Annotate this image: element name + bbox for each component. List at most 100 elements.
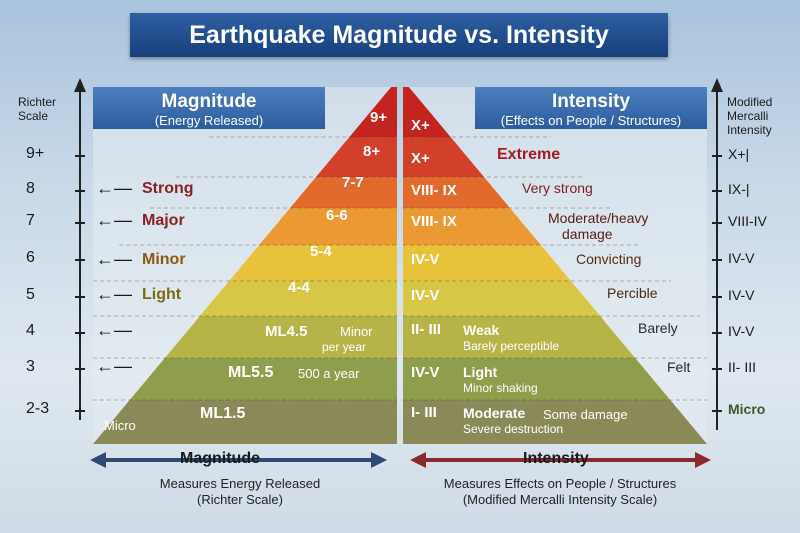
- right-tick-label-7: Micro: [728, 401, 766, 417]
- left-micro-label: Micro: [104, 418, 136, 433]
- footer-intensity-desc: Measures Effects on People / Structures …: [415, 476, 705, 508]
- left-band-6: [164, 316, 397, 358]
- right-band-0: [403, 87, 451, 137]
- footer-intensity-label: Intensity: [523, 450, 589, 467]
- left-tick-mark-1: [75, 190, 85, 192]
- right-axis-title-line2: Mercalli: [727, 109, 769, 123]
- left-band-5: [199, 281, 397, 316]
- left-level-5: 4-4: [288, 279, 310, 296]
- right-level-8: I- III: [411, 404, 437, 421]
- left-tick-mark-2: [75, 222, 85, 224]
- intensity-header-subtitle: (Effects on People / Structures): [500, 113, 682, 128]
- intensity-inner-1-sub: Minor shaking: [463, 381, 538, 395]
- left-ml-1-note1: 500 a year: [298, 366, 360, 381]
- intensity-inner-0-main: Weak: [463, 322, 500, 338]
- left-axis-title-line2: Scale: [18, 109, 49, 123]
- intensity-effect-2-line2: damage: [562, 226, 613, 242]
- right-tick-label-3: IV-V: [728, 250, 755, 266]
- left-ml-0-note1: Minor: [340, 324, 373, 339]
- right-pyramid: [403, 87, 707, 444]
- left-tick-mark-0: [75, 155, 85, 157]
- intensity-effect-2: Moderate/heavy: [548, 210, 649, 226]
- right-tick-mark-4: [712, 296, 722, 298]
- right-tick-label-4: IV-V: [728, 287, 755, 303]
- right-level-4: IV-V: [411, 251, 440, 268]
- right-level-5: IV-V: [411, 287, 440, 304]
- left-level-4: 5-4: [310, 243, 332, 260]
- right-level-0: X+: [411, 117, 430, 134]
- intensity-inner-0-sub: Barely perceptible: [463, 339, 560, 353]
- right-tick-label-2: VIII-IV: [728, 213, 767, 229]
- left-level-1: 8+: [363, 143, 381, 160]
- left-pyramid: [93, 87, 397, 444]
- magnitude-header-subtitle: (Energy Released): [154, 113, 264, 128]
- left-level-0: 9+: [370, 109, 388, 126]
- right-level-2: VIII- IX: [411, 182, 457, 199]
- left-ml-0: ML4.5: [265, 323, 308, 340]
- intensity-effect-3: Convicting: [576, 251, 642, 267]
- right-level-7: IV-V: [411, 364, 440, 381]
- right-band-6: [403, 316, 636, 358]
- footer-magnitude-desc2: (Richter Scale): [197, 492, 283, 507]
- left-tick-label-6: 3: [26, 358, 35, 375]
- title-banner: Earthquake Magnitude vs. Intensity: [130, 13, 668, 57]
- right-axis-title-line1: Modified: [727, 95, 773, 109]
- footer-magnitude-desc: Measures Energy Released (Richter Scale): [110, 476, 370, 508]
- left-tick-label-3: 6: [26, 249, 35, 266]
- intensity-header: Intensity (Effects on People / Structure…: [475, 87, 707, 129]
- left-tick-label-5: 4: [26, 322, 35, 339]
- left-pointer-arrow-2: ←—: [96, 249, 132, 269]
- page-title: Earthquake Magnitude vs. Intensity: [189, 20, 609, 49]
- right-tick-label-5: IV-V: [728, 323, 755, 339]
- right-band-4: [403, 245, 571, 281]
- intensity-inner-1-main: Light: [463, 364, 498, 380]
- right-tick-mark-2: [712, 222, 722, 224]
- intensity-inner-2-main: Moderate: [463, 405, 526, 421]
- left-axis-arrowhead: [74, 78, 86, 92]
- right-tick-mark-3: [712, 259, 722, 261]
- left-level-3: 6-6: [326, 207, 348, 224]
- magnitude-label-3: Light: [142, 286, 182, 303]
- right-band-1: [403, 137, 485, 177]
- left-band-2: [290, 177, 397, 208]
- right-tick-mark-5: [712, 332, 722, 334]
- left-tick-mark-6: [75, 368, 85, 370]
- magnitude-label-2: Minor: [142, 251, 186, 268]
- footer-magnitude-desc1: Measures Energy Released: [159, 476, 321, 491]
- intensity-effect-1: Very strong: [522, 180, 593, 196]
- magnitude-header-title: Magnitude: [161, 91, 257, 112]
- right-band-3: [403, 208, 541, 245]
- right-tick-mark-7: [712, 410, 722, 412]
- left-pointer-arrow-5: ←—: [96, 356, 132, 376]
- right-axis-title-line3: Intensity: [727, 123, 772, 137]
- left-ml-2: ML1.5: [200, 405, 246, 422]
- right-tick-mark-6: [712, 368, 722, 370]
- intensity-header-title: Intensity: [551, 91, 631, 112]
- right-level-6: II- III: [411, 321, 441, 338]
- left-tick-mark-3: [75, 259, 85, 261]
- right-tick-label-6: II- III: [728, 359, 756, 375]
- footer-intensity-desc1: Measures Effects on People / Structures: [443, 476, 677, 491]
- intensity-effect-0: Extreme: [497, 146, 561, 163]
- intensity-inner-2-extra: Some damage: [543, 407, 628, 422]
- right-band-2: [403, 177, 510, 208]
- left-tick-mark-4: [75, 296, 85, 298]
- left-tick-label-7: 2-3: [26, 400, 50, 417]
- right-level-1: X+: [411, 150, 430, 167]
- right-band-5: [403, 281, 601, 316]
- right-tick-mark-0: [712, 155, 722, 157]
- left-band-8: [93, 400, 397, 444]
- left-band-3: [259, 208, 397, 245]
- magnitude-label-1: Major: [142, 212, 185, 229]
- left-tick-label-1: 8: [26, 180, 35, 197]
- right-tick-label-0: X+|: [728, 146, 750, 162]
- footer-intensity-desc2: (Modified Mercalli Intensity Scale): [462, 492, 658, 507]
- right-tick-mark-1: [712, 190, 722, 192]
- left-pointer-arrow-4: ←—: [96, 320, 132, 340]
- intensity-footer-arrow: [410, 452, 711, 468]
- magnitude-footer-arrow: [90, 452, 387, 468]
- left-band-0: [349, 87, 397, 137]
- intensity-effect-4: Percible: [607, 285, 658, 301]
- left-pointer-arrow-0: ←—: [96, 178, 132, 198]
- left-tick-label-2: 7: [26, 212, 35, 229]
